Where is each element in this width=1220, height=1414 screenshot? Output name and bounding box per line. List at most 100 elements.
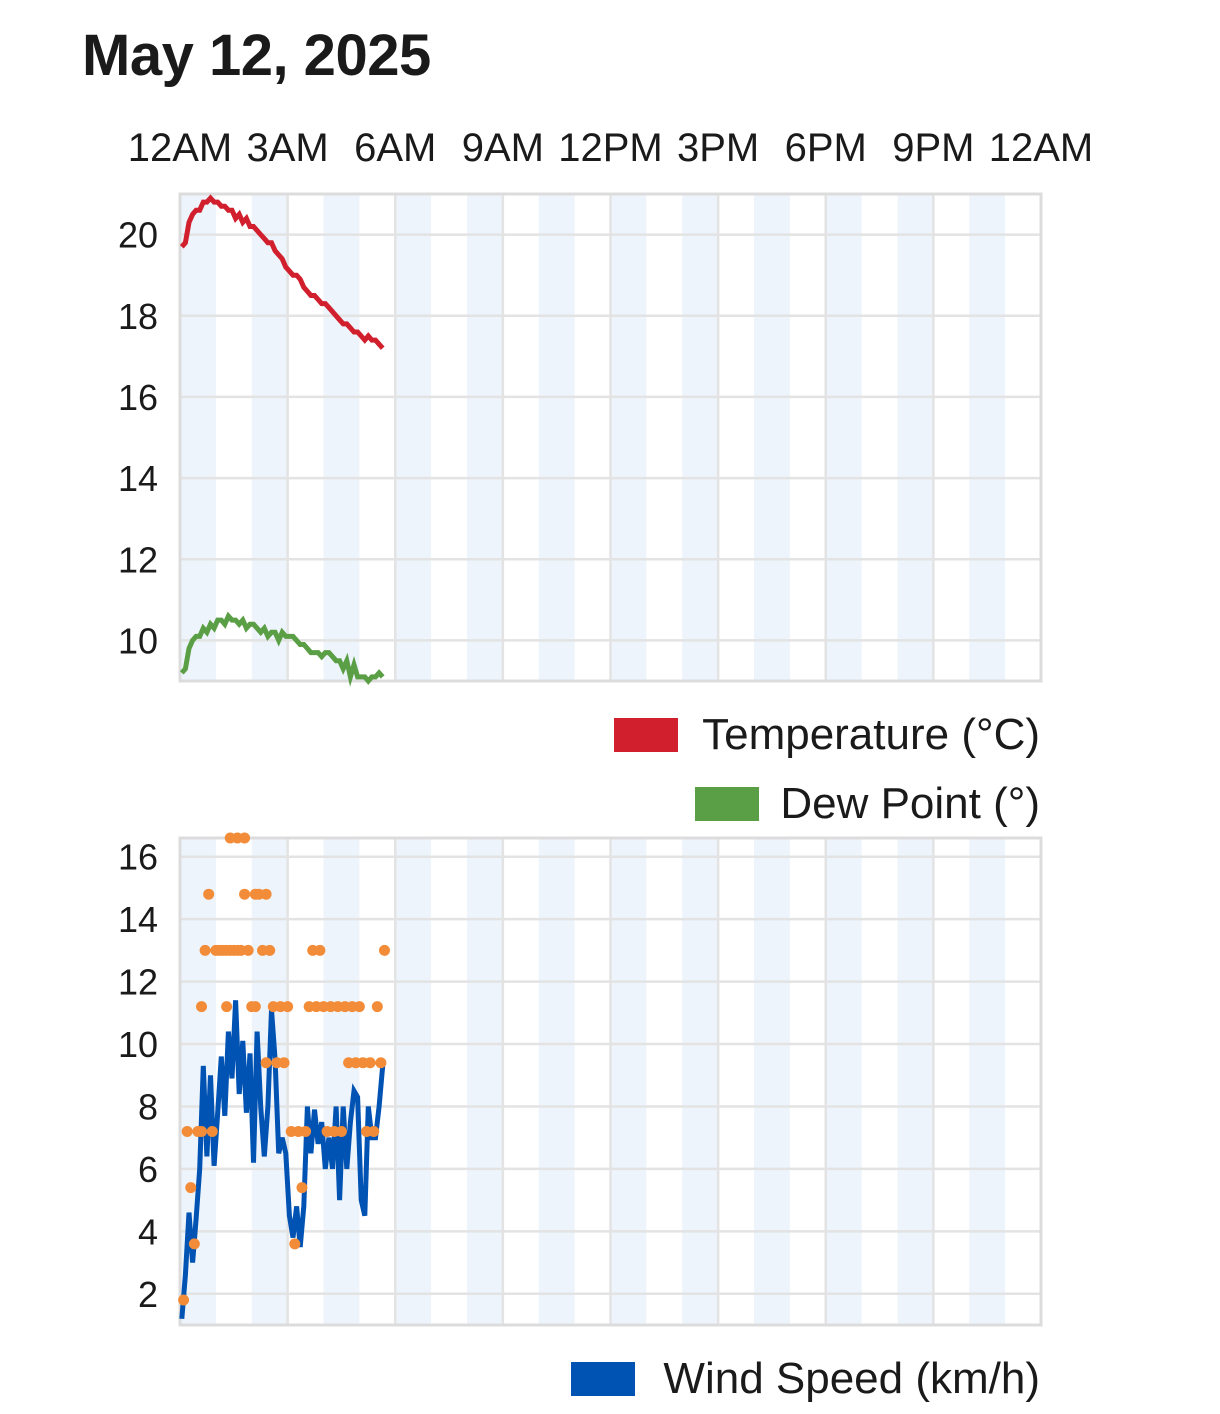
hour-band [610, 194, 647, 681]
hour-band [251, 194, 288, 681]
y-tick-label: 20 [118, 215, 158, 256]
wind-gust-points [178, 832, 390, 1306]
hour-band [969, 194, 1006, 681]
x-tick-label: 3PM [677, 126, 759, 170]
chart1-series [179, 194, 385, 687]
wind-gust-point [185, 1182, 197, 1194]
wind-gust-point [260, 1057, 272, 1069]
chart1-legend: Temperature (°C) Dew Point (°) [614, 710, 1040, 828]
x-tick-label: 6PM [785, 126, 867, 170]
wind-gust-point [249, 1001, 261, 1013]
wind-gust-point [199, 944, 211, 956]
legend-temperature-label: Temperature (°C) [702, 710, 1040, 759]
y-tick-label: 10 [118, 620, 158, 661]
wind-gust-point [353, 1001, 365, 1013]
hour-band [969, 838, 1006, 1325]
y-tick-label: 8 [138, 1086, 158, 1127]
wind-gust-point [239, 832, 251, 844]
wind-gust-point [242, 944, 254, 956]
chart2-frame [178, 836, 1043, 1327]
hour-band [754, 194, 790, 681]
hour-band [538, 838, 575, 1325]
chart2-y-axis: 16 14 12 10 8 6 4 2 [118, 837, 158, 1315]
hour-band [323, 838, 360, 1325]
y-tick-label: 14 [118, 458, 158, 499]
x-tick-label: 12AM [989, 126, 1094, 170]
wind-gust-point [239, 888, 251, 900]
wind-gust-point [188, 1238, 200, 1250]
y-tick-label: 12 [118, 539, 158, 580]
legend-temperature-swatch [614, 718, 678, 752]
hour-band [682, 838, 719, 1325]
page-title: May 12, 2025 [82, 23, 431, 88]
wind-gust-point [278, 1057, 290, 1069]
wind-gust-point [371, 1001, 383, 1013]
wind-gust-point [314, 944, 326, 956]
wind-speed-chart: 16 14 12 10 8 6 4 2 [118, 832, 1043, 1327]
wind-gust-point [221, 1001, 233, 1013]
wind-gust-point [264, 944, 276, 956]
wind-gust-point [289, 1238, 301, 1250]
wind-gust-point [249, 888, 261, 900]
hour-band [323, 194, 360, 681]
plot-frame [178, 836, 1043, 1327]
plot-frame [178, 192, 1043, 683]
y-tick-label: 16 [118, 837, 158, 878]
hour-band [395, 194, 432, 681]
x-axis-time-labels: 12AM 3AM 6AM 9AM 12PM 3PM 6PM 9PM 12AM [128, 126, 1094, 170]
wind-gust-point [260, 888, 272, 900]
hour-band [180, 194, 216, 681]
chart2-series [178, 832, 390, 1320]
dew-point-line [179, 611, 385, 687]
chart2-hour-bands [180, 838, 1006, 1325]
legend-dew-point-label: Dew Point (°) [780, 779, 1040, 828]
x-tick-label: 9PM [892, 126, 974, 170]
chart1-frame [178, 192, 1043, 683]
hour-band [395, 838, 432, 1325]
y-tick-label: 12 [118, 962, 158, 1003]
y-tick-label: 6 [138, 1149, 158, 1190]
wind-gust-point [378, 944, 390, 956]
chart1-y-axis: 20 18 16 14 12 10 [118, 215, 158, 662]
chart2-legend: Wind Speed (km/h) [571, 1354, 1040, 1403]
hour-band [467, 194, 503, 681]
wind-gust-point [178, 1294, 190, 1306]
wind-gust-point [181, 1125, 193, 1137]
legend-wind-speed-label: Wind Speed (km/h) [663, 1354, 1040, 1403]
wind-gust-point [221, 944, 233, 956]
y-tick-label: 14 [118, 899, 158, 940]
hour-band [754, 838, 790, 1325]
y-tick-label: 10 [118, 1024, 158, 1065]
hour-band [682, 194, 719, 681]
wind-gust-point [368, 1125, 380, 1137]
chart2-grid [178, 838, 1043, 1325]
hour-band [538, 194, 575, 681]
wind-gust-point [203, 888, 215, 900]
wind-gust-point [282, 1001, 294, 1013]
y-tick-label: 18 [118, 296, 158, 337]
x-tick-label: 12AM [128, 126, 233, 170]
wind-gust-point [335, 1125, 347, 1137]
hour-band [897, 194, 934, 681]
y-tick-label: 16 [118, 377, 158, 418]
temperature-dew-point-chart: 20 18 16 14 12 10 [118, 192, 1043, 687]
hour-band [825, 838, 862, 1325]
temperature-line [179, 194, 385, 350]
hour-band [897, 838, 934, 1325]
chart1-hour-bands [180, 194, 1006, 681]
wind-gust-point [296, 1182, 308, 1194]
x-tick-label: 3AM [247, 126, 329, 170]
legend-wind-speed-swatch [571, 1362, 635, 1396]
hour-band [610, 838, 647, 1325]
wind-gust-point [364, 1057, 376, 1069]
y-tick-label: 4 [138, 1211, 158, 1252]
wind-gust-point [375, 1057, 387, 1069]
hour-band [467, 838, 503, 1325]
wind-gust-point [196, 1125, 208, 1137]
hour-band [825, 194, 862, 681]
y-tick-label: 2 [138, 1274, 158, 1315]
wind-gust-point [206, 1125, 218, 1137]
legend-dew-point-swatch [695, 787, 759, 821]
x-tick-label: 12PM [558, 126, 663, 170]
